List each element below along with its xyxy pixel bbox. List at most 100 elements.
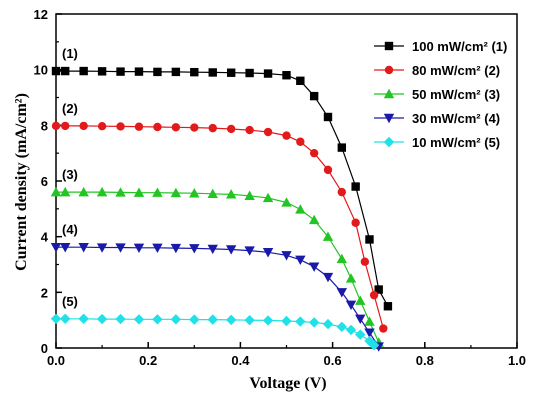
data-point — [190, 123, 199, 132]
data-point — [351, 182, 360, 191]
data-point — [383, 302, 393, 311]
data-point — [115, 313, 126, 325]
data-point — [60, 313, 71, 324]
data-point — [355, 329, 366, 340]
data-point — [134, 67, 144, 76]
data-point — [61, 66, 70, 76]
series-line — [56, 70, 389, 307]
data-point — [60, 186, 71, 197]
data-point — [51, 66, 61, 76]
curve-label-5: (5) — [62, 294, 78, 309]
data-point — [369, 290, 379, 300]
data-point — [345, 324, 357, 336]
legend-label: 30 mW/cm² (4) — [412, 111, 500, 126]
y-tick-label: 10 — [34, 63, 48, 78]
series-line — [56, 246, 380, 347]
data-point — [170, 314, 182, 325]
y-tick-label: 0 — [41, 341, 48, 356]
legend-label: 80 mW/cm² (2) — [412, 63, 500, 78]
data-point — [208, 68, 217, 77]
data-point — [207, 314, 218, 325]
data-point — [152, 187, 163, 197]
data-point — [337, 143, 347, 152]
data-point — [368, 340, 380, 351]
data-point — [133, 187, 145, 197]
data-point — [296, 137, 305, 146]
data-point — [262, 192, 274, 203]
series-2 — [51, 121, 388, 333]
x-tick-label: 0.4 — [231, 353, 250, 368]
data-point — [153, 67, 162, 77]
data-point — [225, 189, 237, 199]
y-tick-label: 6 — [41, 174, 48, 189]
series-line — [56, 191, 380, 343]
data-point — [96, 186, 108, 197]
y-tick-label: 4 — [41, 230, 49, 245]
data-point — [364, 328, 375, 338]
data-point — [374, 285, 383, 294]
data-point — [295, 204, 306, 214]
series-4 — [50, 243, 384, 352]
data-point — [60, 243, 71, 253]
data-point — [225, 314, 237, 326]
data-point — [96, 243, 108, 253]
data-point — [96, 313, 108, 325]
data-point — [116, 67, 125, 76]
data-point — [115, 187, 126, 197]
data-point — [323, 112, 333, 122]
data-point — [50, 313, 62, 324]
data-point — [78, 186, 89, 197]
data-point — [323, 165, 333, 175]
data-point — [281, 251, 292, 261]
legend-item-1: 100 mW/cm² (1) — [374, 39, 507, 54]
legend: 100 mW/cm² (1) 80 mW/cm² (2) 50 mW/cm² (3)… — [374, 39, 507, 150]
legend-label: 10 mW/cm² (5) — [412, 135, 500, 150]
data-point — [308, 262, 320, 272]
data-point — [225, 245, 237, 255]
data-point — [133, 314, 145, 325]
legend-item-2: 80 mW/cm² (2) — [374, 63, 500, 78]
x-axis-ticks: 0.0 0.2 0.4 0.6 0.8 1.0 — [47, 342, 526, 368]
y-axis-ticks: 0 2 4 6 8 10 12 — [34, 7, 62, 356]
data-point — [207, 244, 218, 255]
data-point — [336, 288, 348, 298]
data-point — [351, 218, 360, 227]
data-point — [263, 127, 273, 137]
series-1 — [51, 66, 393, 311]
legend-marker — [383, 113, 395, 124]
data-point — [245, 125, 254, 135]
data-point — [61, 121, 70, 131]
data-point — [281, 315, 292, 327]
data-point — [115, 243, 126, 253]
data-point — [345, 300, 357, 311]
data-point — [171, 123, 181, 132]
data-point — [262, 315, 274, 326]
x-tick-label: 0.2 — [139, 353, 157, 368]
data-point — [322, 231, 334, 241]
legend-marker — [383, 88, 395, 99]
data-point — [322, 272, 334, 283]
data-point — [226, 68, 236, 77]
x-tick-label: 0.0 — [47, 353, 65, 368]
x-axis-label: Voltage (V) — [249, 375, 326, 392]
series-line — [56, 125, 384, 329]
data-point — [281, 197, 292, 207]
data-point — [263, 69, 273, 78]
data-point — [152, 314, 163, 325]
data-point — [189, 314, 200, 325]
x-tick-label: 1.0 — [508, 353, 526, 368]
data-point — [244, 190, 255, 200]
data-point — [282, 71, 291, 80]
data-point — [364, 316, 375, 326]
data-point — [365, 235, 374, 244]
legend-label: 50 mW/cm² (3) — [412, 87, 500, 102]
x-tick-label: 0.6 — [324, 353, 342, 368]
data-point — [360, 257, 370, 266]
data-point — [50, 243, 62, 253]
data-point — [262, 248, 274, 258]
data-point — [296, 76, 305, 85]
data-point — [355, 314, 366, 324]
series-line — [56, 318, 375, 346]
data-point — [295, 255, 306, 265]
